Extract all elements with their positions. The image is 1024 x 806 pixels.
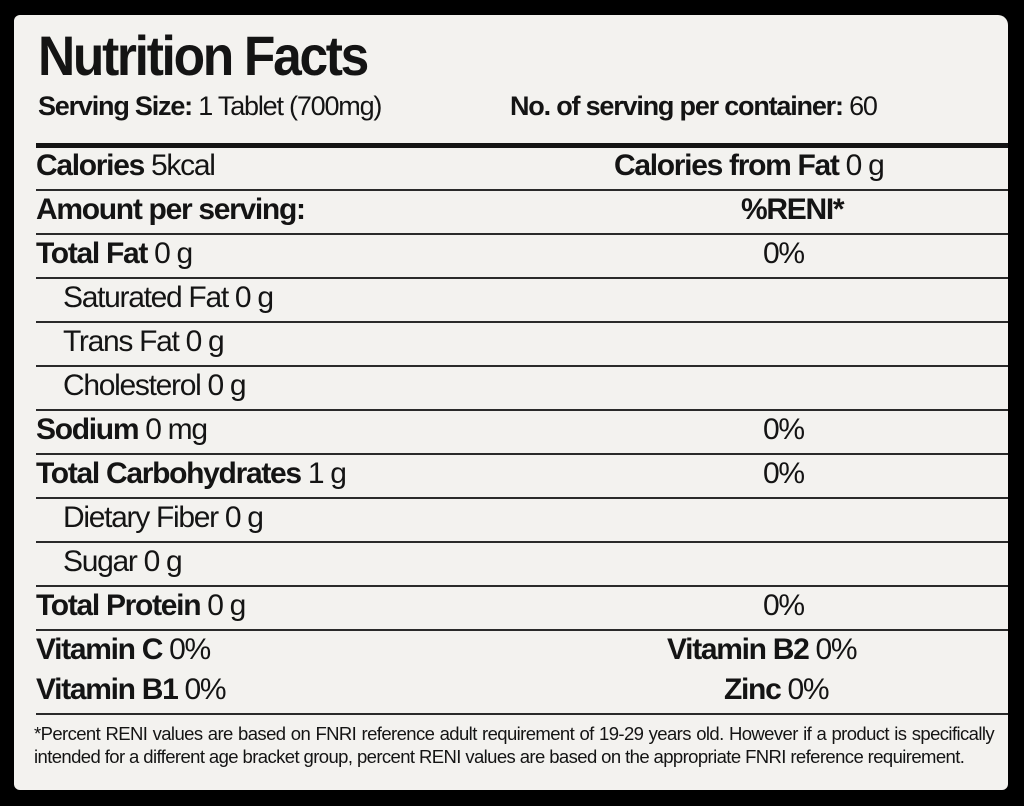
- servings-value: 60: [849, 91, 878, 121]
- nutrient: Saturated Fat 0 g: [63, 281, 274, 315]
- vitamin-value: 0%: [787, 673, 830, 706]
- nutrient-reni: 0%: [763, 457, 805, 490]
- nutrient-label: Cholesterol: [63, 369, 202, 402]
- nutrient: Sodium 0 mg: [36, 413, 208, 447]
- nutrient: Dietary Fiber 0 g: [63, 501, 264, 535]
- nutrient-value: 0 g: [207, 369, 247, 402]
- vitamin-label: Zinc: [724, 673, 782, 706]
- vitamin-value: 0%: [815, 633, 858, 666]
- nutrient: Trans Fat 0 g: [63, 325, 225, 359]
- vitamin-value: 0%: [169, 633, 211, 666]
- nutrient-row: Dietary Fiber 0 g: [36, 497, 1008, 543]
- nutrient-row: Total Carbohydrates 1 g 0%: [36, 453, 1008, 499]
- calories-from-fat-value: 0 g: [845, 149, 885, 182]
- vitamin-row: Vitamin B1 0% Zinc 0%: [36, 669, 1008, 715]
- vitamin-row: Vitamin C 0% Vitamin B2 0%: [36, 629, 1008, 673]
- nutrient-row: Total Fat 0 g 0%: [36, 233, 1008, 279]
- calories-row: Calories 5kcal Calories from Fat 0 g: [36, 145, 1008, 191]
- nutrient-label: Total Fat: [36, 237, 148, 270]
- vitamin-label: Vitamin B1: [36, 673, 179, 706]
- nutrient-row: Trans Fat 0 g: [36, 321, 1008, 367]
- serving-size-label: Serving Size:: [38, 91, 193, 121]
- nutrient-row: Cholesterol 0 g: [36, 365, 1008, 411]
- label-title: Nutrition Facts: [38, 24, 369, 87]
- nutrient-value: 0 g: [185, 325, 225, 358]
- serving-size: Serving Size: 1 Tablet (700mg): [38, 91, 382, 122]
- nutrient-value: 0 g: [234, 281, 274, 314]
- nutrient-value: 0 g: [154, 237, 193, 270]
- nutrient-value: 1 g: [307, 457, 347, 490]
- nutrient-reni: 0%: [763, 589, 805, 622]
- calories-from-fat: Calories from Fat 0 g: [614, 149, 885, 183]
- vitamin-label: Vitamin B2: [667, 633, 810, 666]
- nutrient-value: 0 g: [207, 589, 246, 622]
- amount-header: Amount per serving:: [36, 193, 306, 226]
- nutrient-label: Dietary Fiber: [63, 501, 219, 534]
- nutrient-value: 0 mg: [145, 413, 208, 446]
- nutrient-label: Trans Fat: [63, 325, 180, 358]
- nutrient-row: Sodium 0 mg 0%: [36, 409, 1008, 455]
- nutrient-label: Total Carbohydrates: [36, 457, 302, 490]
- nutrient: Sugar 0 g: [63, 545, 183, 579]
- thick-divider: [36, 143, 1008, 148]
- reni-header: %RENI*: [741, 193, 845, 226]
- nutrient-row: Total Protein 0 g 0%: [36, 585, 1008, 631]
- nutrient-label: Saturated Fat: [63, 281, 229, 314]
- calories-label: Calories: [36, 149, 145, 182]
- nutrient-value: 0 g: [224, 501, 264, 534]
- vitamin-value: 0%: [184, 673, 227, 706]
- calories: Calories 5kcal: [36, 149, 216, 183]
- nutrient-row: Saturated Fat 0 g: [36, 277, 1008, 323]
- nutrition-label: Nutrition Facts Serving Size: 1 Tablet (…: [14, 15, 1008, 790]
- nutrient: Cholesterol 0 g: [63, 369, 247, 403]
- calories-from-fat-label: Calories from Fat: [614, 149, 840, 182]
- nutrient-label: Total Protein: [36, 589, 202, 622]
- nutrient-reni: 0%: [763, 413, 805, 446]
- nutrient: Total Protein 0 g: [36, 589, 246, 623]
- servings-label: No. of serving per container:: [510, 91, 844, 121]
- nutrient-value: 0 g: [143, 545, 183, 578]
- serving-size-value: 1 Tablet (700mg): [198, 91, 382, 121]
- servings-per-container: No. of serving per container: 60: [510, 91, 878, 122]
- nutrient-row: Sugar 0 g: [36, 541, 1008, 587]
- vitamin-label: Vitamin C: [36, 633, 163, 666]
- calories-value: 5kcal: [151, 149, 216, 182]
- nutrient: Total Fat 0 g: [36, 237, 193, 271]
- footnote: *Percent RENI values are based on FNRI r…: [34, 723, 995, 767]
- nutrient-label: Sodium: [36, 413, 140, 446]
- nutrient-reni: 0%: [763, 237, 805, 270]
- nutrient-label: Sugar: [63, 545, 138, 578]
- nutrient: Total Carbohydrates 1 g: [36, 457, 347, 491]
- header-row: Amount per serving: %RENI*: [36, 189, 1008, 235]
